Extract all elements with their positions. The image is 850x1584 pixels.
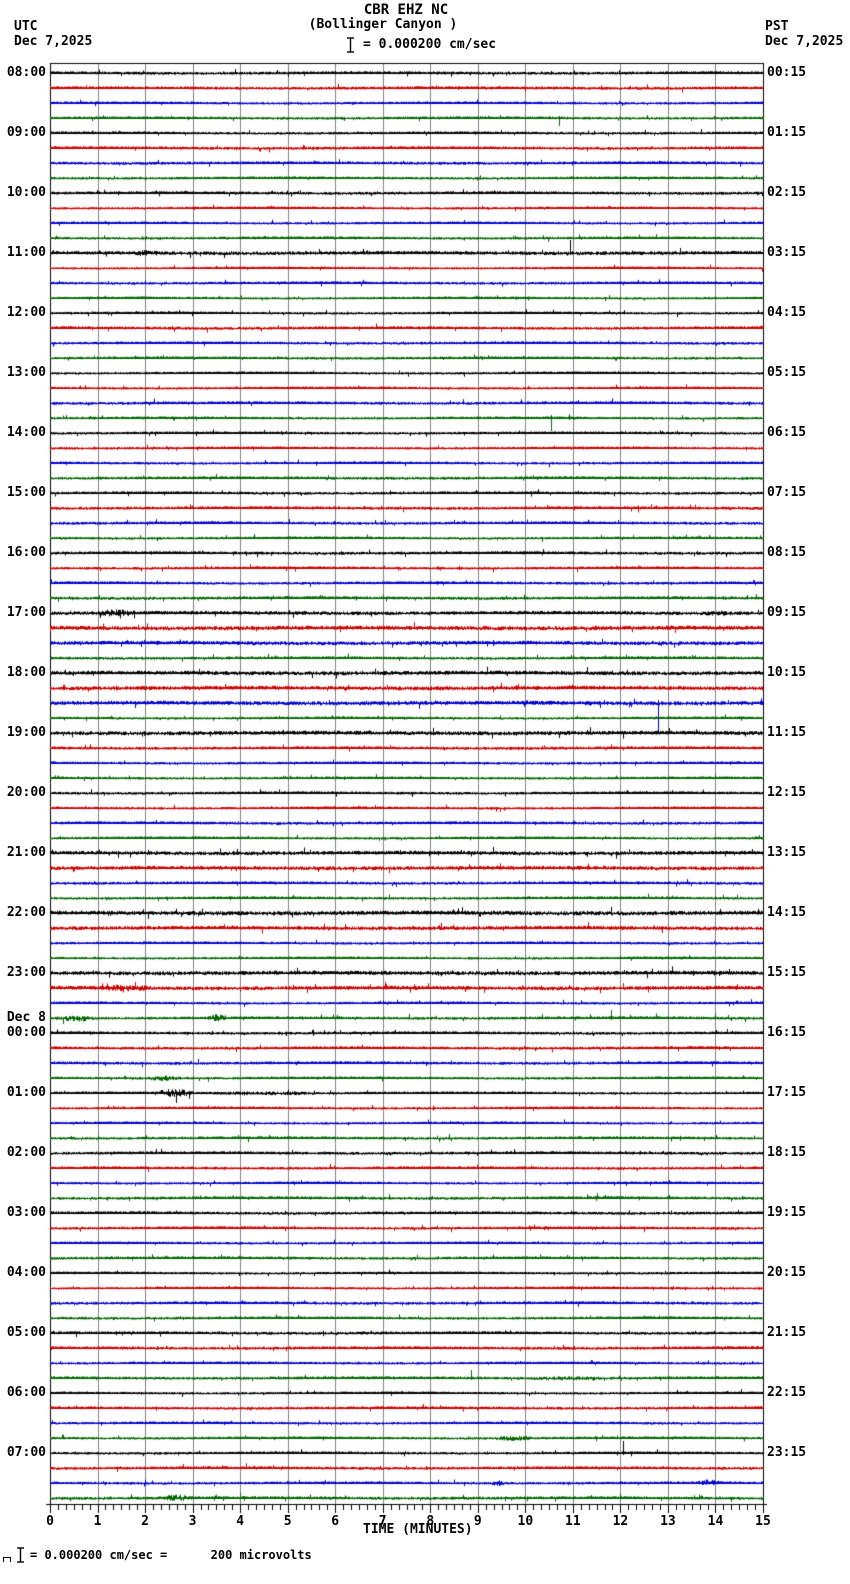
x-tick-label: 12 (612, 1514, 629, 1529)
pst-hour-label: 14:15 (767, 905, 807, 920)
utc-hour-label: 00:00 (6, 1025, 46, 1040)
pst-hour-label: 12:15 (767, 785, 807, 800)
scale-value-label: = 0.000200 cm/sec (363, 37, 497, 52)
pst-hour-label: 02:15 (767, 185, 807, 200)
utc-hour-label: 02:00 (6, 1145, 46, 1160)
footer-scale-text: = 0.000200 cm/sec = 200 microvolts (30, 1548, 312, 1562)
pst-hour-label: 16:15 (767, 1025, 807, 1040)
pst-hour-label: 20:15 (767, 1265, 807, 1280)
x-tick-label: 4 (236, 1514, 245, 1529)
utc-hour-label: 04:00 (6, 1265, 46, 1280)
amplitude-scale-line: = 0.000200 cm/sec (346, 37, 496, 53)
utc-hour-label: 21:00 (6, 845, 46, 860)
pst-hour-label: 13:15 (767, 845, 807, 860)
utc-hour-label: 13:00 (6, 365, 46, 380)
utc-hour-label: 06:00 (6, 1385, 46, 1400)
utc-hour-label: 12:00 (6, 305, 46, 320)
station-title: CBR EHZ NC (363, 2, 449, 18)
right-timezone-label: PST (765, 19, 789, 34)
utc-hour-label: 08:00 (6, 65, 46, 80)
x-tick-label: 14 (707, 1514, 724, 1529)
left-axis-header: UTC Dec 7,2025 (14, 19, 92, 49)
x-tick-label: 6 (331, 1514, 340, 1529)
pst-hour-label: 22:15 (767, 1385, 807, 1400)
x-tick-label: 1 (93, 1514, 102, 1529)
pst-hour-label: 00:15 (767, 65, 807, 80)
pst-hour-label: 06:15 (767, 425, 807, 440)
pst-hour-label: 17:15 (767, 1085, 807, 1100)
utc-hour-label: 07:00 (6, 1445, 46, 1460)
pst-hour-label: 05:15 (767, 365, 807, 380)
x-tick-label: 3 (188, 1514, 197, 1529)
utc-hour-label: 19:00 (6, 725, 46, 740)
utc-hour-label: 15:00 (6, 485, 46, 500)
utc-hour-label: 10:00 (6, 185, 46, 200)
utc-hour-label: 22:00 (6, 905, 46, 920)
left-timezone-label: UTC (14, 19, 38, 34)
utc-hour-label: 11:00 (6, 245, 46, 260)
x-tick-label: 7 (378, 1514, 387, 1529)
utc-hour-label: 14:00 (6, 425, 46, 440)
pst-hour-label: 19:15 (767, 1205, 807, 1220)
left-date-label: Dec 7,2025 (14, 34, 93, 49)
x-tick-label: 9 (473, 1514, 482, 1529)
utc-hour-label: 01:00 (6, 1085, 46, 1100)
utc-hour-label: 20:00 (6, 785, 46, 800)
pst-hour-label: 15:15 (767, 965, 807, 980)
utc-hour-label: 09:00 (6, 125, 46, 140)
x-tick-label: 15 (755, 1514, 771, 1529)
date-break-label: Dec 8 (6, 1010, 46, 1025)
utc-hour-label: 05:00 (6, 1325, 46, 1340)
scale-bar-icon (17, 1547, 24, 1563)
x-tick-label: 0 (46, 1514, 54, 1529)
pst-hour-label: 07:15 (767, 485, 807, 500)
pst-hour-label: 09:15 (767, 605, 807, 620)
x-tick-label: 2 (141, 1514, 149, 1529)
x-axis-title: TIME (MINUTES) (363, 1522, 473, 1537)
pst-hour-label: 01:15 (767, 125, 807, 140)
x-tick-label: 5 (283, 1514, 292, 1529)
right-date-label: Dec 7,2025 (765, 34, 844, 49)
x-tick-label: 13 (660, 1514, 676, 1529)
footer-scale-note: = 0.000200 cm/sec = 200 microvolts (3, 1547, 312, 1563)
x-tick-label: 8 (426, 1514, 435, 1529)
utc-hour-label: 03:00 (6, 1205, 46, 1220)
x-tick-label: 11 (565, 1514, 581, 1529)
footer-mark-icon (3, 1556, 11, 1562)
utc-hour-label: 17:00 (6, 605, 46, 620)
utc-hour-label: 23:00 (6, 965, 46, 980)
x-tick-label: 10 (517, 1514, 534, 1529)
scale-bar-icon (347, 37, 354, 53)
pst-hour-label: 21:15 (767, 1325, 807, 1340)
pst-hour-label: 04:15 (767, 305, 807, 320)
pst-hour-label: 10:15 (767, 665, 807, 680)
pst-hour-label: 08:15 (767, 545, 807, 560)
utc-hour-label: 16:00 (6, 545, 46, 560)
utc-hour-label: 18:00 (6, 665, 46, 680)
pst-hour-label: 23:15 (767, 1445, 807, 1460)
pst-hour-label: 11:15 (767, 725, 807, 740)
pst-hour-label: 18:15 (767, 1145, 807, 1160)
pst-hour-label: 03:15 (767, 245, 807, 260)
right-axis-header: PST Dec 7,2025 (765, 19, 843, 49)
station-subtitle: (Bollinger Canyon ) (308, 17, 458, 32)
